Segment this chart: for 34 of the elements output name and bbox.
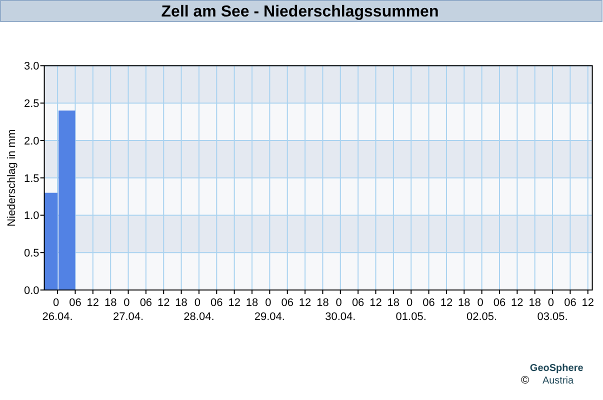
x-tick-label: 12 [228,297,240,309]
x-tick-label: 12 [582,297,594,309]
x-tick-label: 06 [422,297,435,309]
y-tick-label: 3.0 [24,60,40,73]
x-tick-label: 12 [158,297,170,309]
x-tick-label: 18 [316,297,329,309]
x-tick-label: 18 [528,297,541,309]
text: GeoSphere Austria [530,363,584,386]
x-tick-label: 12 [440,297,453,309]
y-tick-label: 1.5 [24,172,40,185]
x-tick-label: 12 [370,297,382,309]
x-tick-label: 06 [281,297,294,309]
x-tick-label: 06 [493,297,506,309]
x-tick-label: 18 [175,297,188,309]
x-tick-label: 18 [387,297,400,309]
text: © [520,374,530,386]
x-tick-label: 18 [104,297,117,309]
y-axis-title: Niederschlag in mm [6,129,18,226]
y-tick-label: 2.5 [24,98,40,110]
x-tick-label: 18 [246,297,258,309]
x-tick-label: 12 [511,297,524,309]
y-tick-label: 2.0 [24,135,40,148]
y-tick-label: 0.5 [24,248,40,260]
x-tick-label: 12 [298,297,312,309]
chart-title: Zell am See - Niederschlagssummen [161,4,439,20]
x-tick-label: 18 [458,297,470,309]
x-tick-label: 06 [210,297,223,309]
y-tick-label: 1.0 [24,210,40,222]
x-tick-label: 06 [352,297,364,309]
y-tick-label: 0.0 [24,285,40,297]
x-tick-label: 06 [69,297,82,309]
x-tick-label: 06 [140,297,152,309]
x-tick-label: 12 [86,297,100,309]
x-tick-label: 06 [564,297,576,309]
